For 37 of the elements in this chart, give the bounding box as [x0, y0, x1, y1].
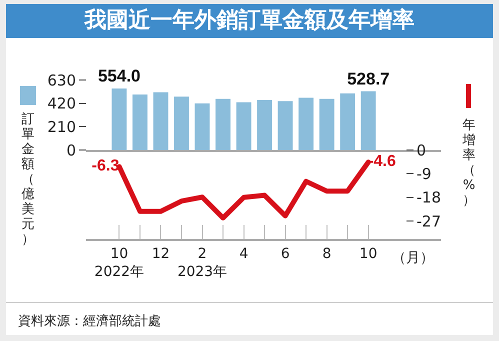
y-tick-label: 0	[416, 141, 426, 160]
x-tick-label: 12	[152, 246, 170, 262]
y-tick-label: -9	[416, 164, 432, 183]
bar	[132, 94, 148, 150]
x-tick-label: 4	[239, 246, 248, 262]
bar	[278, 101, 293, 150]
y-tick-label: -18	[416, 188, 441, 207]
bar	[340, 93, 356, 150]
x-tick-label: 6	[280, 246, 290, 262]
bar	[257, 100, 272, 150]
data-label: -6.3	[92, 158, 120, 175]
bar	[298, 98, 314, 150]
y-tick-label: 630	[47, 71, 76, 90]
bar	[360, 91, 376, 150]
data-label: 554.0	[98, 66, 140, 86]
bar	[236, 102, 252, 150]
bar	[216, 98, 230, 150]
y-tick-label: 420	[47, 94, 76, 113]
data-label: 528.7	[347, 69, 390, 88]
chart-title: 我國近一年外銷訂單金額及年增率	[6, 4, 493, 38]
x-tick-label: 8	[322, 246, 332, 262]
bar	[319, 98, 334, 150]
text: 訂單金額（億美元）	[22, 112, 34, 247]
x-tick-label: 10	[359, 246, 378, 262]
y-tick-label: -27	[416, 212, 441, 230]
y-tick-label: 210	[47, 118, 76, 136]
bar	[194, 103, 210, 150]
x-tick-label: 2 2023年	[177, 246, 228, 280]
x-axis-title: （月）	[392, 250, 434, 266]
y-tick-label: 0	[66, 141, 76, 160]
bar	[153, 92, 168, 150]
x-tick-label: 10 2022年	[94, 246, 144, 280]
y-axis-title: 年增率（%）	[462, 118, 476, 208]
data-label: -4.6	[368, 153, 396, 170]
source-note: 資料來源：經濟部統計處	[18, 313, 161, 330]
bar	[112, 88, 127, 150]
bar	[174, 96, 189, 150]
